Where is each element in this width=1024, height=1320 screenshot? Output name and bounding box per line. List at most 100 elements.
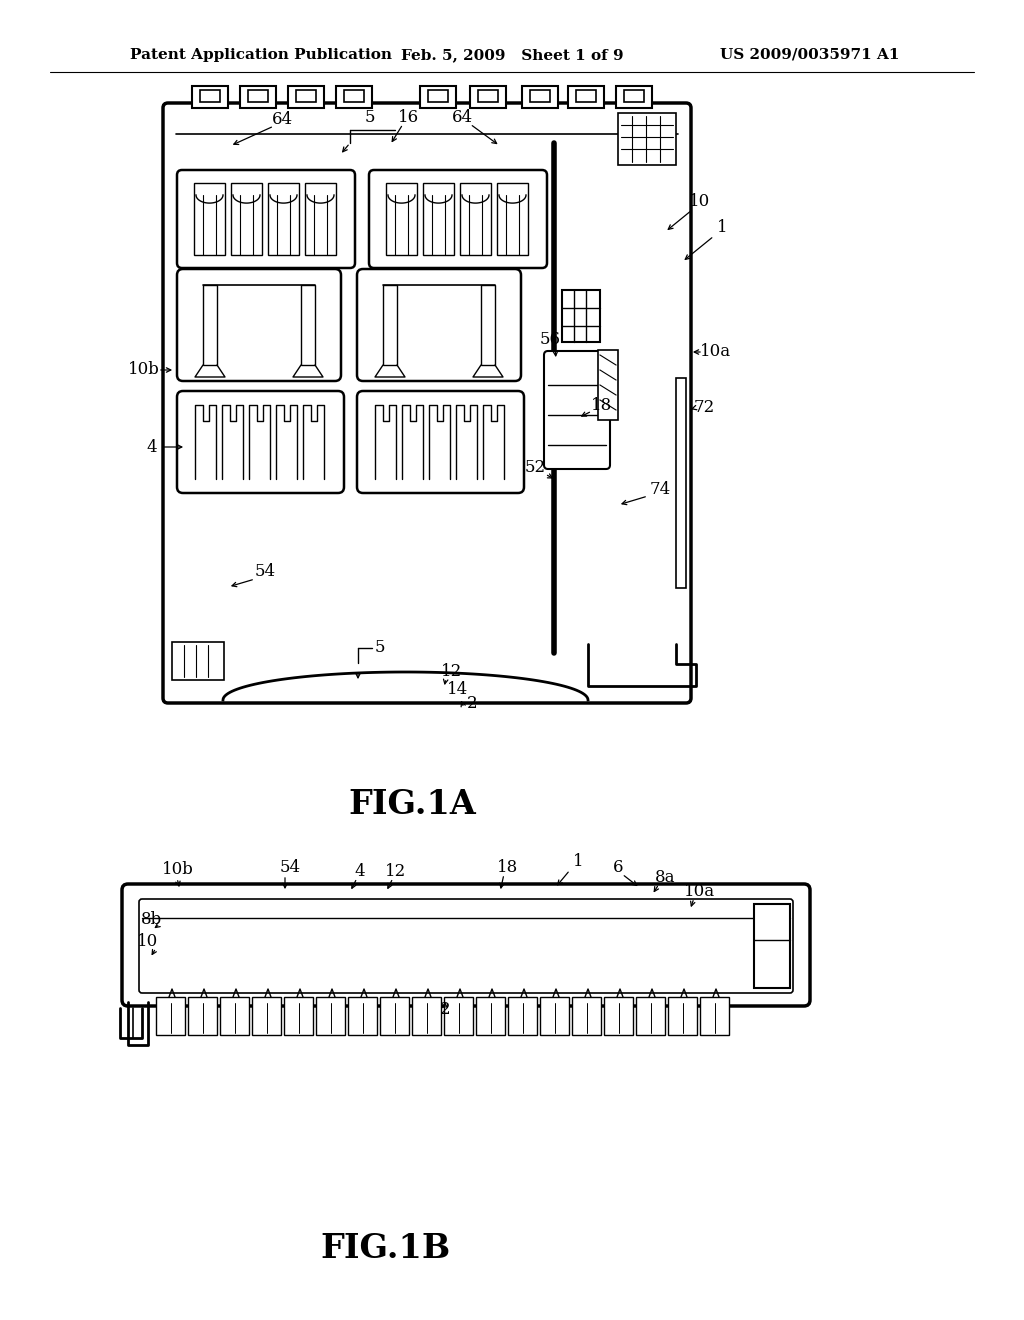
FancyBboxPatch shape bbox=[177, 170, 355, 268]
Bar bbox=[522, 86, 558, 108]
Bar bbox=[618, 114, 676, 165]
Text: 10: 10 bbox=[137, 933, 159, 950]
Bar bbox=[530, 90, 550, 102]
FancyBboxPatch shape bbox=[369, 170, 547, 268]
FancyBboxPatch shape bbox=[357, 391, 524, 492]
FancyBboxPatch shape bbox=[122, 884, 810, 1006]
Bar bbox=[508, 997, 537, 1035]
Bar bbox=[301, 285, 315, 366]
Text: Patent Application Publication: Patent Application Publication bbox=[130, 48, 392, 62]
Bar bbox=[252, 997, 281, 1035]
Bar bbox=[193, 86, 228, 108]
Text: 56: 56 bbox=[540, 331, 560, 348]
Bar bbox=[231, 183, 262, 255]
Bar bbox=[172, 642, 224, 680]
Text: 64: 64 bbox=[452, 110, 472, 127]
Bar bbox=[624, 90, 644, 102]
Bar bbox=[412, 997, 441, 1035]
Bar bbox=[420, 86, 456, 108]
Text: 18: 18 bbox=[498, 858, 518, 875]
Bar bbox=[296, 90, 316, 102]
Text: 12: 12 bbox=[441, 664, 463, 681]
Bar bbox=[636, 997, 665, 1035]
Bar bbox=[476, 997, 505, 1035]
Bar bbox=[575, 90, 596, 102]
Bar bbox=[478, 90, 498, 102]
Text: 6: 6 bbox=[612, 858, 624, 875]
Bar bbox=[288, 86, 324, 108]
Bar bbox=[470, 86, 506, 108]
Text: 54: 54 bbox=[280, 859, 301, 876]
Text: FIG.1A: FIG.1A bbox=[348, 788, 476, 821]
FancyBboxPatch shape bbox=[544, 351, 610, 469]
Text: 8a: 8a bbox=[654, 869, 675, 886]
Text: 1: 1 bbox=[717, 219, 727, 236]
Bar bbox=[336, 86, 372, 108]
Bar bbox=[248, 90, 268, 102]
Bar bbox=[616, 86, 652, 108]
Bar bbox=[444, 997, 473, 1035]
Bar bbox=[428, 90, 449, 102]
Bar bbox=[423, 183, 454, 255]
Bar bbox=[200, 90, 220, 102]
Text: 10a: 10a bbox=[699, 343, 730, 360]
Text: US 2009/0035971 A1: US 2009/0035971 A1 bbox=[721, 48, 900, 62]
FancyBboxPatch shape bbox=[163, 103, 691, 704]
Text: Feb. 5, 2009   Sheet 1 of 9: Feb. 5, 2009 Sheet 1 of 9 bbox=[400, 48, 624, 62]
Text: 1: 1 bbox=[572, 854, 584, 870]
Text: 10b: 10b bbox=[162, 862, 194, 879]
Bar bbox=[188, 997, 217, 1035]
Bar bbox=[497, 183, 528, 255]
Bar bbox=[604, 997, 633, 1035]
Bar bbox=[194, 183, 225, 255]
Bar bbox=[460, 183, 490, 255]
Bar bbox=[562, 290, 600, 342]
Text: 64: 64 bbox=[271, 111, 293, 128]
Bar bbox=[568, 86, 604, 108]
Bar bbox=[156, 997, 185, 1035]
Bar bbox=[240, 86, 276, 108]
Bar bbox=[316, 997, 345, 1035]
Bar bbox=[668, 997, 697, 1035]
Text: 74: 74 bbox=[649, 482, 671, 499]
Text: 12: 12 bbox=[385, 863, 407, 880]
Text: 5: 5 bbox=[365, 110, 375, 127]
Text: 16: 16 bbox=[397, 110, 419, 127]
FancyBboxPatch shape bbox=[139, 899, 793, 993]
Text: 2: 2 bbox=[467, 694, 477, 711]
Text: 14: 14 bbox=[447, 681, 469, 698]
Bar bbox=[676, 378, 686, 587]
FancyBboxPatch shape bbox=[177, 269, 341, 381]
Bar bbox=[700, 997, 729, 1035]
FancyBboxPatch shape bbox=[177, 391, 344, 492]
Bar bbox=[344, 90, 364, 102]
Text: 2: 2 bbox=[439, 1002, 451, 1019]
Bar bbox=[481, 285, 495, 366]
Text: 10: 10 bbox=[689, 194, 711, 210]
Text: 5: 5 bbox=[375, 639, 385, 656]
Bar bbox=[386, 183, 417, 255]
Text: 18: 18 bbox=[592, 396, 612, 413]
Bar bbox=[754, 904, 790, 987]
Text: 8b: 8b bbox=[141, 912, 163, 928]
Bar bbox=[380, 997, 409, 1035]
Bar bbox=[383, 285, 397, 366]
FancyBboxPatch shape bbox=[357, 269, 521, 381]
Bar bbox=[348, 997, 377, 1035]
Text: 10a: 10a bbox=[684, 883, 716, 900]
Text: FIG.1B: FIG.1B bbox=[319, 1232, 451, 1265]
Bar bbox=[305, 183, 336, 255]
Bar bbox=[598, 350, 618, 420]
Text: 4: 4 bbox=[354, 863, 366, 880]
Bar bbox=[220, 997, 249, 1035]
Text: 52: 52 bbox=[524, 459, 546, 477]
Bar bbox=[203, 285, 217, 366]
Bar bbox=[572, 997, 601, 1035]
Text: 54: 54 bbox=[254, 564, 275, 581]
Bar bbox=[284, 997, 313, 1035]
Bar bbox=[268, 183, 299, 255]
Text: 4: 4 bbox=[146, 438, 158, 455]
Bar bbox=[540, 997, 569, 1035]
Text: 10b: 10b bbox=[128, 362, 160, 379]
Text: 72: 72 bbox=[693, 400, 715, 417]
